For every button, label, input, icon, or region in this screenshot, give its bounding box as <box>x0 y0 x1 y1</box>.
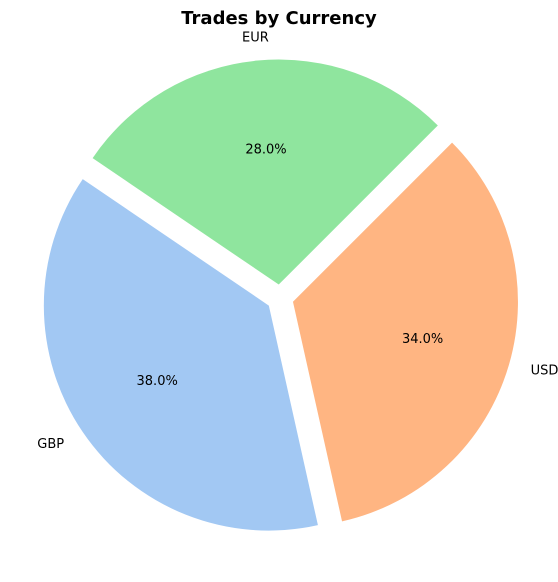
slice-eur <box>92 59 438 285</box>
pie-slices <box>43 59 518 531</box>
category-label-usd: USD <box>531 363 558 378</box>
pct-label-gbp: 38.0% <box>137 374 178 389</box>
slice-usd <box>292 142 518 522</box>
category-label-eur: EUR <box>242 31 269 46</box>
slice-gbp <box>43 179 318 531</box>
pie-labels: 28.0% EUR 38.0% GBP 34.0% USD <box>37 31 558 453</box>
category-label-gbp: GBP <box>37 437 64 452</box>
pct-label-usd: 34.0% <box>402 332 443 347</box>
chart-title: Trades by Currency <box>181 8 377 29</box>
pct-label-eur: 28.0% <box>245 143 286 158</box>
